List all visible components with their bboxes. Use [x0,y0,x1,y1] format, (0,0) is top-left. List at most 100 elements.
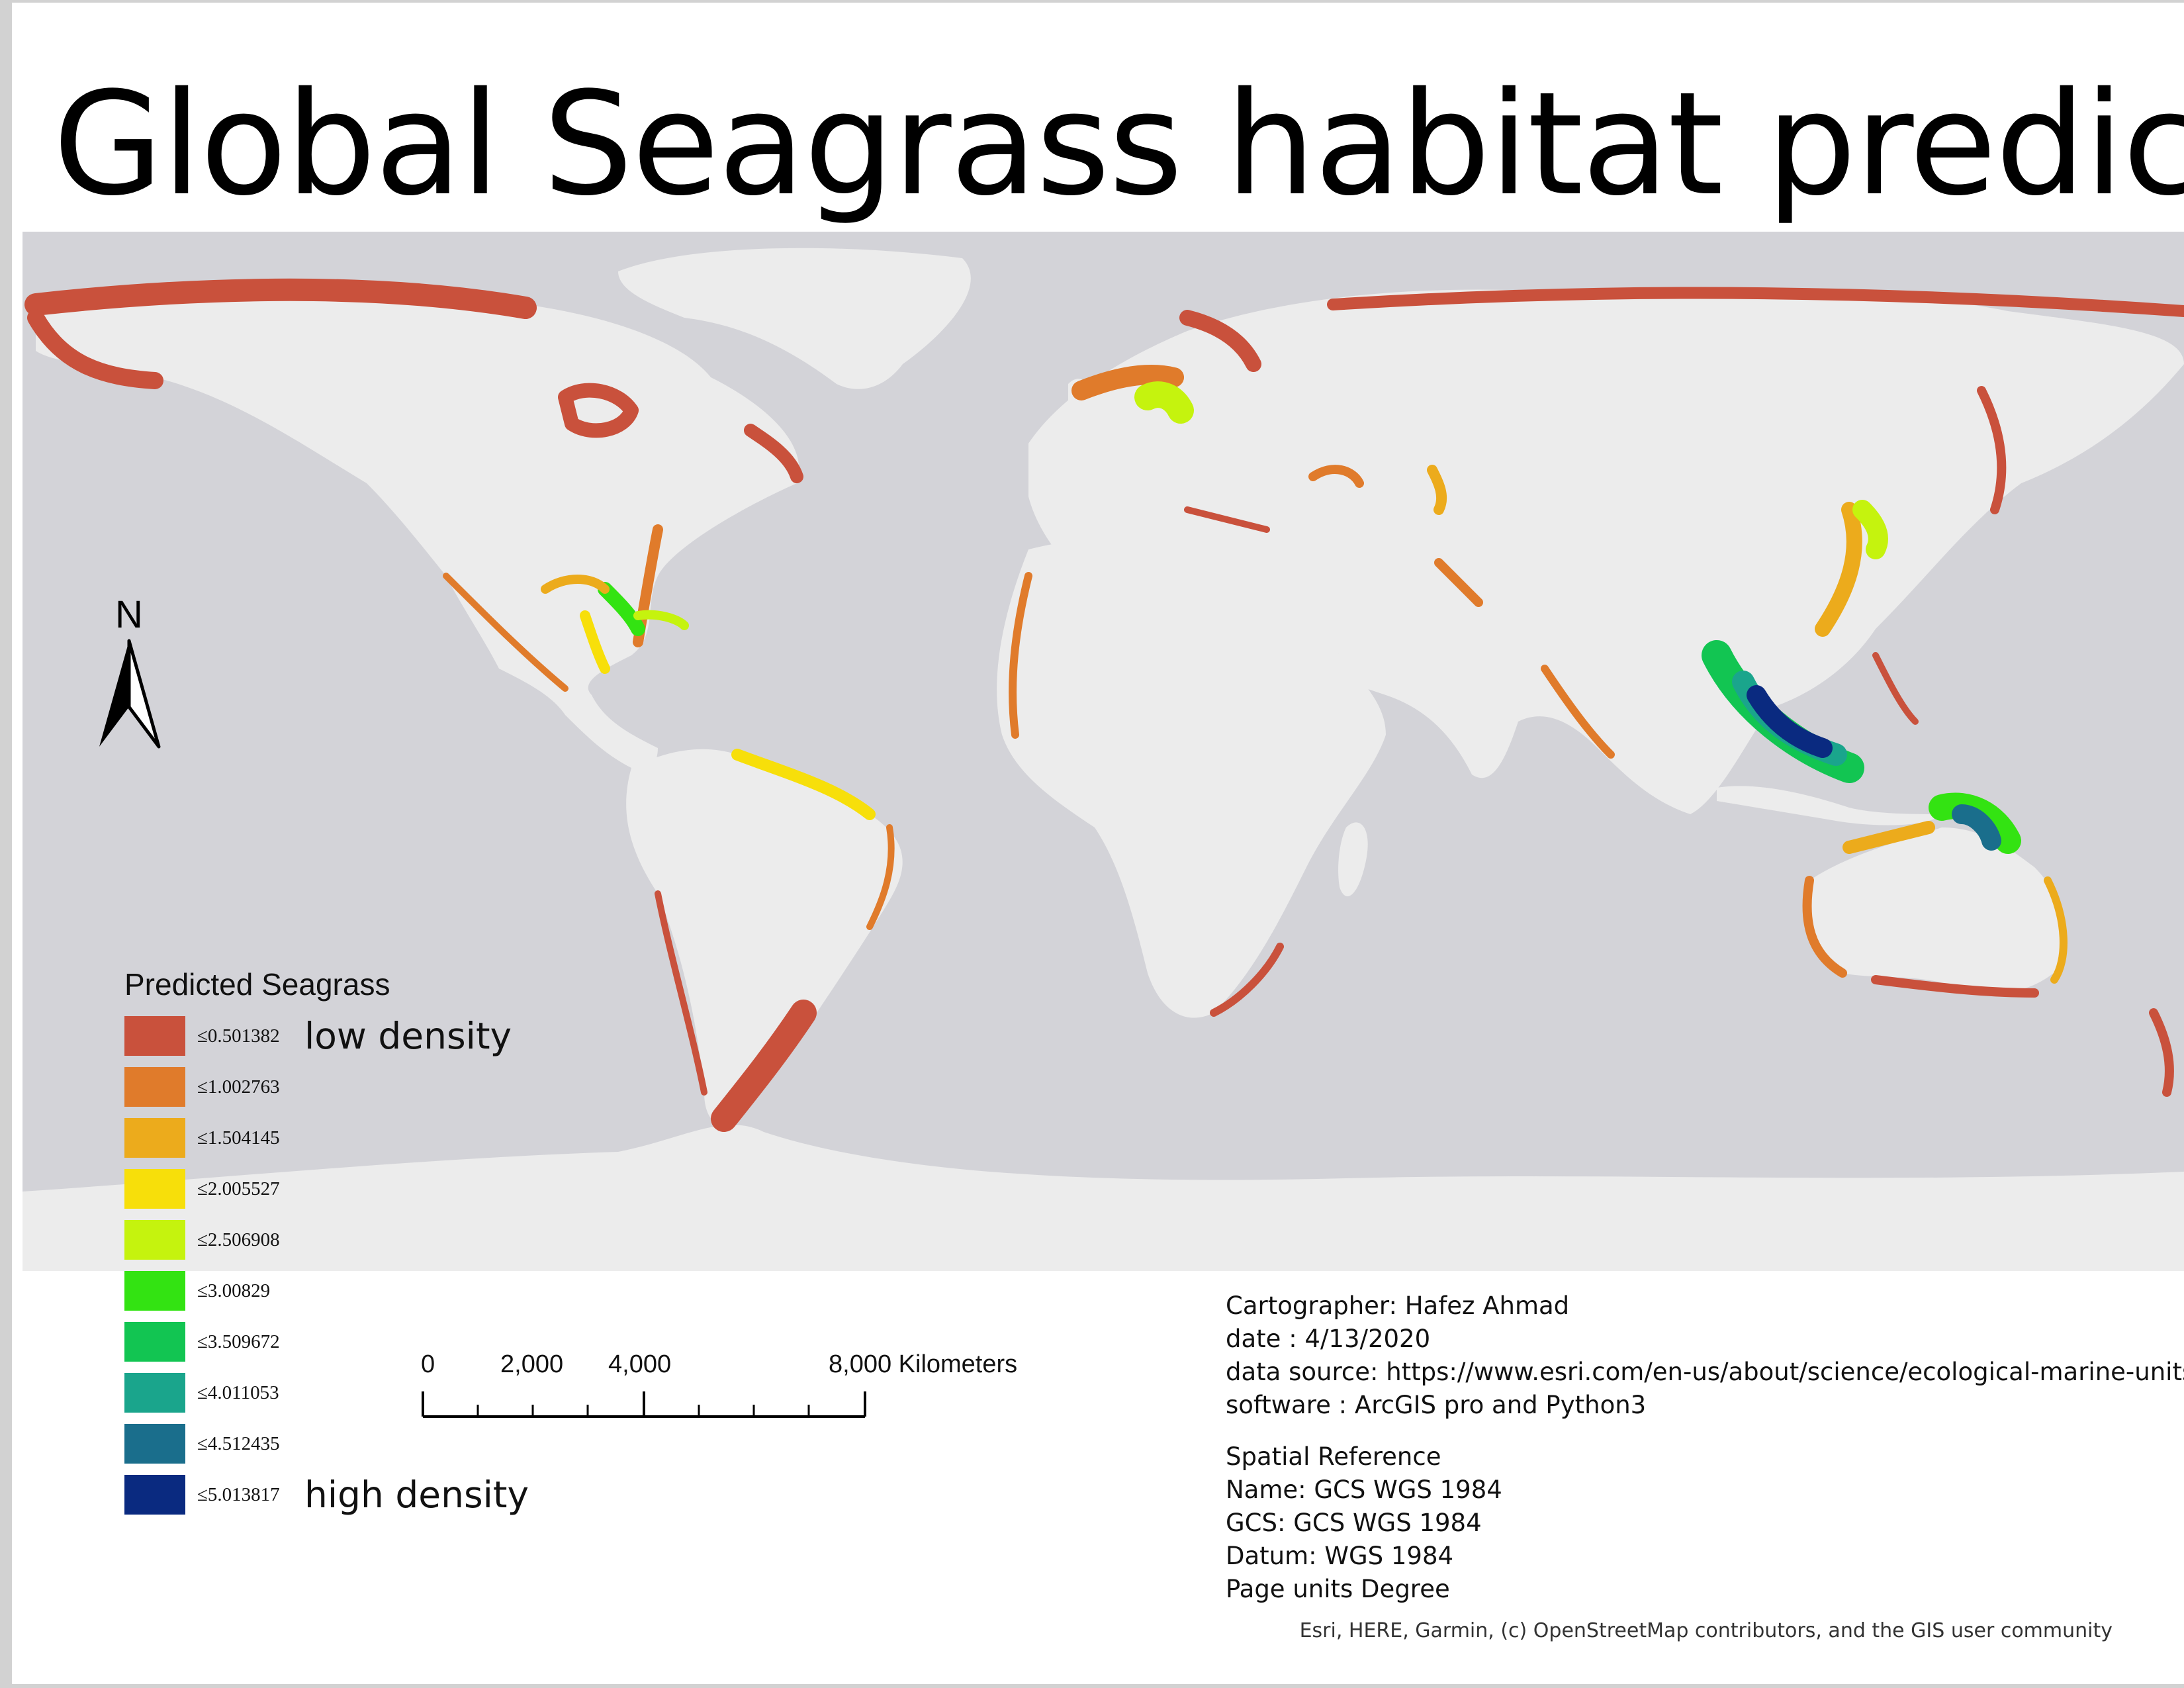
seagrass-north-sea [1071,365,1184,400]
seagrass-alaska [27,309,163,389]
legend-label: ≤4.512435 [197,1432,280,1454]
data-source-text: data source: https://www.esri.com/en-us/… [1226,1358,2184,1386]
south-america-landmass [626,749,903,1125]
date-text: date : 4/13/2020 [1226,1325,1431,1353]
seagrass-new-zealand [2149,1008,2174,1097]
spatial-reference-heading: Spatial Reference [1226,1442,1441,1471]
cartographer-text: Cartographer: Hafez Ahmad [1226,1291,1570,1320]
legend-label: ≤1.002763 [197,1076,280,1098]
legend-row: ≤0.501382 low density [124,1015,512,1057]
page-frame-left [0,0,12,1688]
seagrass-yucatan [580,610,610,674]
seagrass-newfoundland [744,424,803,483]
seagrass-australia-north [1843,821,1935,854]
legend-row: ≤4.512435 [124,1423,299,1464]
map-credits: Esri, HERE, Garmin, (c) OpenStreetMap co… [1299,1619,2113,1642]
scale-bar-graphic [422,1391,866,1418]
seagrass-baltic [1134,381,1194,424]
seagrass-india [1541,665,1615,759]
seagrass-florida [598,582,645,636]
australia-landmass [1804,827,2066,993]
legend-label: ≤5.013817 [197,1483,280,1505]
scale-bar: 0 2,000 4,000 8,000 Kilometers [421,1350,1043,1423]
seagrass-philippines [1872,652,1919,725]
legend-title: Predicted Seagrass [124,967,390,1002]
low-density-label: low density [304,1015,512,1057]
seagrass-yellow-sea [1852,500,1888,559]
seagrass-west-africa [1009,572,1032,739]
seagrass-china [1815,502,1862,637]
north-label: N [115,593,143,636]
legend-swatch [124,1016,185,1056]
legend-label: ≤2.506908 [197,1229,280,1250]
africa-landmass [997,536,1386,1018]
seagrass-australia-west [1802,876,1847,978]
legend-swatch [124,1220,185,1260]
japan-landmass [1935,478,1970,535]
scale-label: 2,000 [500,1350,564,1378]
seagrass-brazil-east [866,824,895,930]
seagrass-east-asia [1977,386,2007,514]
legend-swatch [124,1373,185,1413]
software-text: software : ArcGIS pro and Python3 [1226,1391,1647,1419]
legend-row: ≤2.506908 [124,1219,299,1260]
legend-label: ≤3.00829 [197,1280,271,1301]
legend-swatch [124,1271,185,1311]
legend-row: ≤5.013817 high density [124,1474,529,1516]
seagrass-siberia [1327,287,2184,317]
north-arrow: N [86,596,172,755]
legend-label: ≤0.501382 [197,1025,280,1047]
seagrass-black-sea [1308,465,1364,488]
info-spacer [1226,1422,2184,1440]
legend-swatch [124,1118,185,1158]
seagrass-chile [655,890,707,1096]
madagascar-landmass [1338,822,1368,897]
seagrass-caspian [1427,465,1447,515]
seagrass-arafura-inner [1952,804,2001,851]
legend-swatch [124,1322,185,1362]
legend-label: ≤2.005527 [197,1178,280,1199]
map-info-block: Cartographer: Hafez Ahmad date : 4/13/20… [1226,1289,2184,1606]
spatial-reference-gcs: GCS: GCS WGS 1984 [1226,1509,1482,1537]
seagrass-hudson-bay [558,383,639,438]
page-units-text: Page units Degree [1226,1575,1450,1603]
page-frame-top [0,0,2184,3]
scale-label: 0 [421,1350,435,1378]
legend-swatch [124,1424,185,1464]
seagrass-scandinavia [1179,310,1261,372]
eurasia-landmass [1028,287,2184,814]
north-arrow-icon [99,639,161,749]
legend-label: ≤3.509672 [197,1331,280,1352]
seagrass-pacific-mexico [443,573,569,692]
greenland-landmass [618,248,971,389]
seagrass-argentina [711,1000,817,1132]
legend-row: ≤3.509672 [124,1321,299,1362]
seagrass-australia-east [2044,876,2068,984]
legend-swatch [124,1169,185,1209]
legend-row: ≤2.005527 [124,1168,299,1209]
scale-label: 8,000 Kilometers [829,1350,1018,1378]
scale-label: 4,000 [608,1350,672,1378]
spatial-reference-datum: Datum: WGS 1984 [1226,1542,1454,1570]
legend: Predicted Seagrass ≤0.501382 low density… [124,966,529,1516]
legend-label: ≤1.504145 [197,1127,280,1149]
legend-row: ≤1.002763 [124,1066,299,1107]
north-america-landmass [36,283,799,771]
high-density-label: high density [304,1474,529,1516]
legend-row: ≤3.00829 [124,1270,299,1311]
seagrass-cuba [633,610,689,630]
legend-row: ≤4.011053 [124,1372,299,1413]
antarctica-landmass [23,1125,2184,1271]
world-map[interactable] [23,232,2184,1271]
spatial-reference-name: Name: GCS WGS 1984 [1226,1476,1502,1504]
seagrass-persian-gulf [1434,558,1483,607]
seagrass-predictions [24,278,2184,1132]
seagrass-sunda-inner [1747,685,1833,758]
legend-label: ≤4.011053 [197,1382,279,1403]
seagrass-australia-south [1871,975,2039,998]
map-title: Global Seagrass habitat predicted [53,61,2184,227]
seagrass-gulf [541,575,610,594]
legend-swatch [124,1067,185,1107]
seagrass-brazil-north [731,749,876,820]
legend-swatch [124,1475,185,1515]
